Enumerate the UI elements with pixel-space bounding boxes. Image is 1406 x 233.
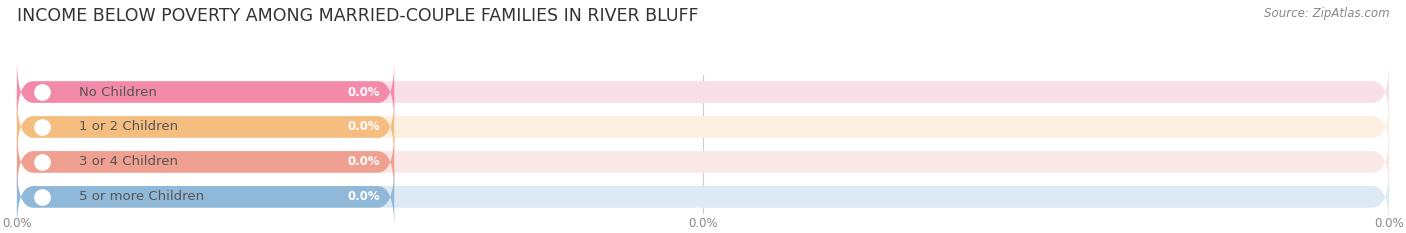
FancyBboxPatch shape (17, 61, 394, 123)
Text: 3 or 4 Children: 3 or 4 Children (79, 155, 177, 168)
Text: 0.0%: 0.0% (347, 120, 381, 134)
Text: 1 or 2 Children: 1 or 2 Children (79, 120, 177, 134)
FancyBboxPatch shape (17, 96, 394, 158)
FancyBboxPatch shape (17, 96, 1389, 158)
Text: INCOME BELOW POVERTY AMONG MARRIED-COUPLE FAMILIES IN RIVER BLUFF: INCOME BELOW POVERTY AMONG MARRIED-COUPL… (17, 7, 699, 25)
FancyBboxPatch shape (17, 166, 1389, 228)
FancyBboxPatch shape (17, 166, 394, 228)
FancyBboxPatch shape (17, 131, 394, 193)
Text: No Children: No Children (79, 86, 156, 99)
FancyBboxPatch shape (17, 131, 1389, 193)
Text: Source: ZipAtlas.com: Source: ZipAtlas.com (1264, 7, 1389, 20)
Text: 0.0%: 0.0% (347, 155, 381, 168)
FancyBboxPatch shape (17, 61, 1389, 123)
Text: 0.0%: 0.0% (347, 190, 381, 203)
Text: 5 or more Children: 5 or more Children (79, 190, 204, 203)
Text: 0.0%: 0.0% (347, 86, 381, 99)
